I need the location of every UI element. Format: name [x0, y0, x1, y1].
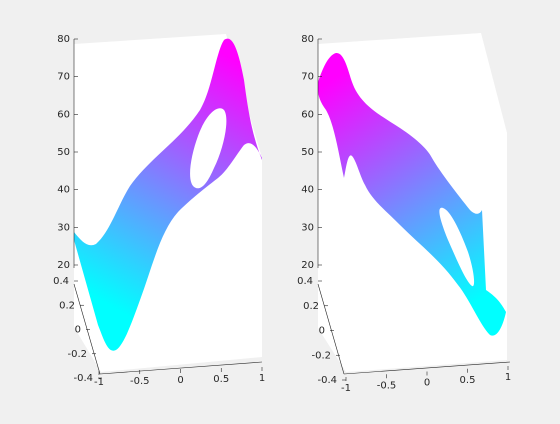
z-tick-label: 40 [301, 185, 314, 196]
y-tick-label: 0.4 [297, 276, 313, 287]
subplot-left: 20 30 40 50 60 70 80 -0.4 -0.2 0 0.2 0.4 -1 -0.5 0 0.5 1 [53, 34, 265, 388]
y-tick-label: 0.2 [303, 301, 319, 312]
z-tick-label: 40 [57, 185, 70, 196]
x-tick-label: 0.5 [213, 374, 229, 385]
subplot-right: 20 30 40 50 60 70 80 -0.4 -0.2 0 0.2 0.4 -1 -0.5 0 0.5 1 [297, 33, 511, 394]
z-tick-label: 50 [57, 147, 70, 158]
y-tick-label: -0.4 [317, 375, 337, 386]
x-tick-label: -1 [341, 383, 351, 394]
y-tick-label: 0 [75, 325, 81, 336]
x-axis [343, 361, 511, 375]
x-tick-label: -0.5 [130, 376, 150, 387]
y-tick-label: 0 [319, 326, 325, 337]
z-tick-label: 70 [301, 72, 314, 83]
x-tick-label: 0.5 [460, 375, 476, 386]
x-tick-label: -1 [94, 377, 104, 388]
x-tick-label: 0 [424, 378, 430, 389]
z-tick-label: 20 [57, 260, 70, 271]
z-tick-label: 30 [57, 222, 70, 233]
y-tick-label: 0.2 [59, 300, 75, 311]
y-tick-label: -0.2 [67, 349, 87, 360]
x-axis [99, 361, 263, 375]
x-tick-label: 1 [259, 373, 265, 384]
ticks-right: 20 30 40 50 60 70 80 -0.4 -0.2 0 0.2 0.4 -1 -0.5 0 0.5 1 [297, 34, 511, 394]
y-tick-label: -0.4 [73, 373, 93, 384]
y-axis [317, 283, 345, 375]
ticks-left: 20 30 40 50 60 70 80 -0.4 -0.2 0 0.2 0.4 -1 -0.5 0 0.5 1 [53, 34, 265, 388]
z-tick-label: 70 [57, 72, 70, 83]
z-tick-label: 80 [57, 34, 70, 45]
x-tick-label: 0 [177, 375, 183, 386]
y-tick-label: -0.2 [311, 350, 331, 361]
y-tick-label: 0.4 [53, 276, 69, 287]
z-tick-label: 20 [301, 260, 314, 271]
y-axis [73, 283, 101, 375]
x-tick-label: -0.5 [377, 380, 397, 391]
z-tick-label: 30 [301, 222, 314, 233]
surface-plot [318, 52, 506, 336]
x-tick-label: 1 [505, 372, 511, 383]
surface-plot [74, 38, 262, 351]
z-tick-label: 60 [57, 109, 70, 120]
z-tick-label: 80 [301, 34, 314, 45]
z-tick-label: 60 [301, 109, 314, 120]
z-tick-label: 50 [301, 147, 314, 158]
